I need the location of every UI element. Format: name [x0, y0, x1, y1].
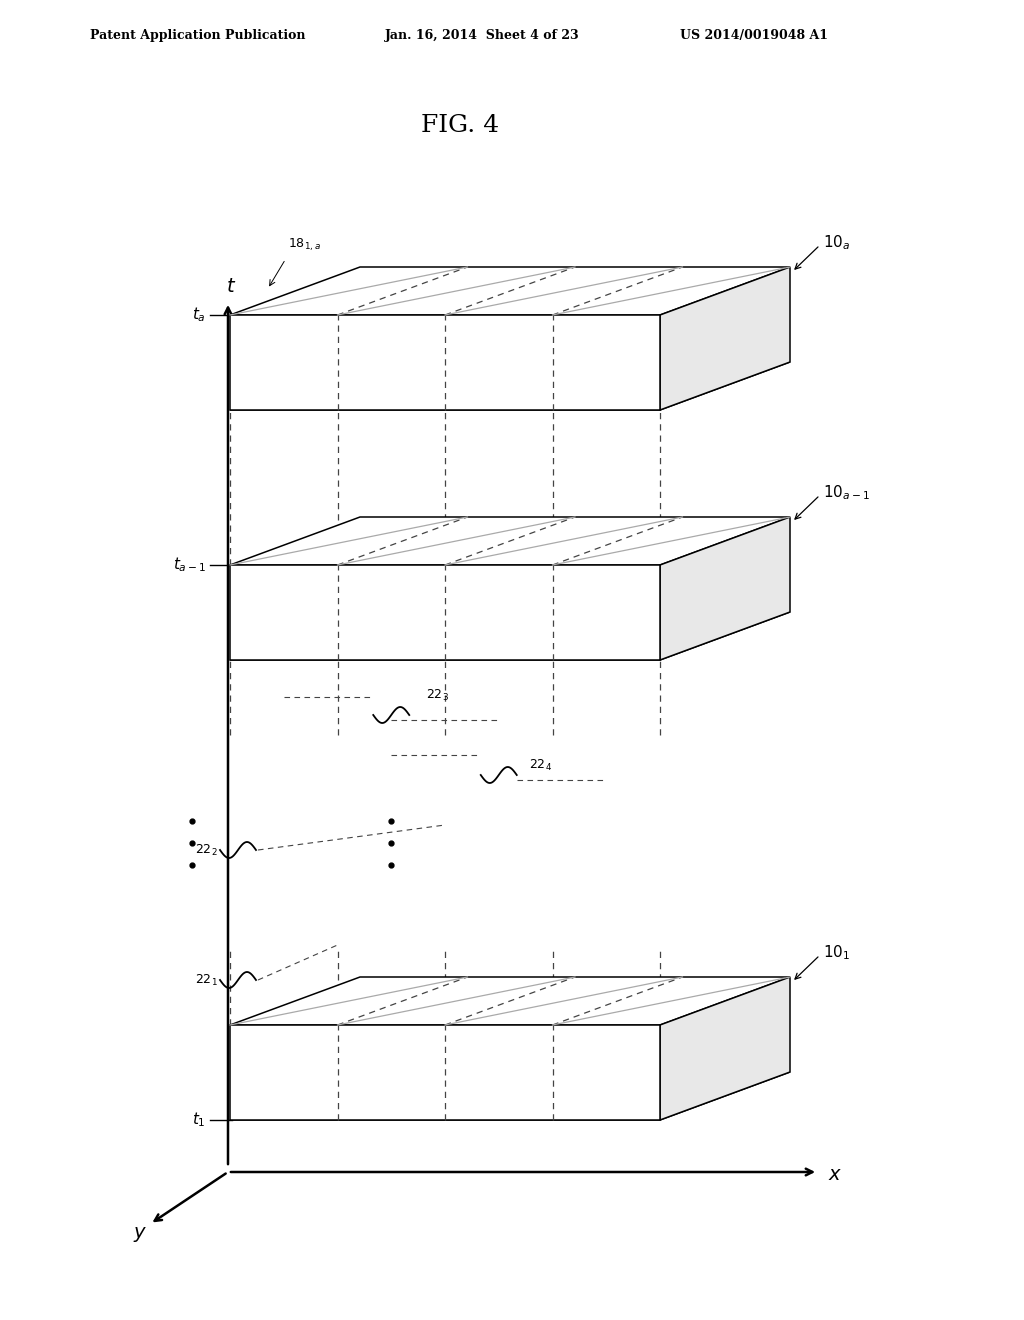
Text: $t_1$: $t_1$	[193, 1110, 206, 1130]
Polygon shape	[230, 362, 790, 411]
Text: $10_a$: $10_a$	[823, 234, 850, 252]
Text: $18_{2,1}$: $18_{2,1}$	[376, 1069, 407, 1085]
Text: Jan. 16, 2014  Sheet 4 of 23: Jan. 16, 2014 Sheet 4 of 23	[385, 29, 580, 41]
Text: $t_{a-1}$: $t_{a-1}$	[173, 556, 206, 574]
Polygon shape	[230, 1072, 790, 1119]
Text: $22_4$: $22_4$	[528, 758, 552, 772]
Text: $18_{3,a-1}$: $18_{3,a-1}$	[369, 609, 415, 626]
Text: $10_{a-1}$: $10_{a-1}$	[823, 483, 870, 503]
Text: $22_3$: $22_3$	[426, 688, 450, 702]
Text: Patent Application Publication: Patent Application Publication	[90, 29, 305, 41]
Polygon shape	[230, 612, 790, 660]
Text: $18_{1,1}$: $18_{1,1}$	[268, 1069, 299, 1085]
Polygon shape	[230, 517, 790, 565]
Polygon shape	[230, 1026, 660, 1119]
Text: $18_{1,a}$: $18_{1,a}$	[288, 236, 321, 253]
Text: $t$: $t$	[226, 279, 237, 296]
Text: $18_{1,a-1}$: $18_{1,a-1}$	[261, 609, 307, 626]
Text: $22_1$: $22_1$	[196, 973, 218, 987]
Polygon shape	[230, 267, 790, 315]
Polygon shape	[660, 977, 790, 1119]
Polygon shape	[230, 565, 660, 660]
Text: $x$: $x$	[827, 1166, 842, 1184]
Text: $10_1$: $10_1$	[823, 944, 850, 962]
Text: $22_2$: $22_2$	[196, 842, 218, 858]
Text: $18_{3,1}$: $18_{3,1}$	[483, 1069, 514, 1085]
Polygon shape	[660, 517, 790, 660]
Text: US 2014/0019048 A1: US 2014/0019048 A1	[680, 29, 828, 41]
Polygon shape	[660, 267, 790, 411]
Polygon shape	[230, 977, 790, 1026]
Text: $y$: $y$	[133, 1225, 147, 1245]
Text: $t_a$: $t_a$	[193, 306, 206, 325]
Text: FIG. 4: FIG. 4	[421, 114, 499, 136]
Polygon shape	[230, 315, 660, 411]
Text: $18_{4,1}$: $18_{4,1}$	[591, 1069, 622, 1085]
